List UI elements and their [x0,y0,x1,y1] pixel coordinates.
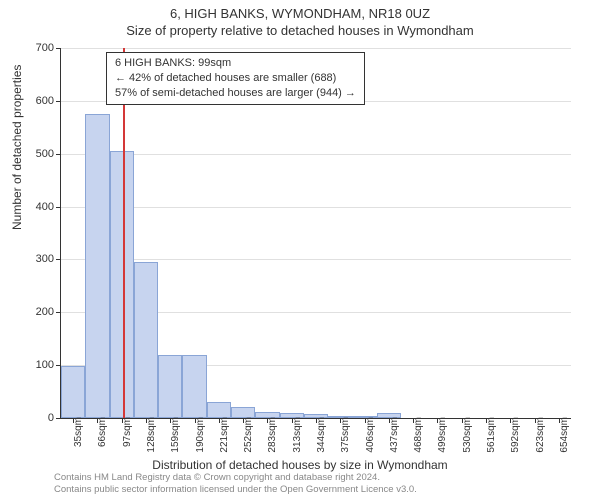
y-tick [56,48,61,49]
x-tick-label: 623sqm [535,417,546,457]
x-tick-label: 66sqm [97,417,108,457]
x-tick-label: 128sqm [146,417,157,457]
chart-supertitle: 6, HIGH BANKS, WYMONDHAM, NR18 0UZ [0,0,600,21]
info-box: 6 HIGH BANKS: 99sqm ← 42% of detached ho… [106,52,365,105]
y-tick-label: 700 [24,42,54,54]
y-tick [56,101,61,102]
x-tick-label: 530sqm [462,417,473,457]
x-tick-label: 344sqm [316,417,327,457]
y-tick [56,207,61,208]
y-tick-label: 100 [24,359,54,371]
histogram-bar [110,151,134,418]
histogram-bar [182,355,206,418]
y-tick [56,418,61,419]
x-tick-label: 406sqm [365,417,376,457]
y-tick-label: 200 [24,306,54,318]
y-tick-label: 400 [24,201,54,213]
x-tick-label: 283sqm [267,417,278,457]
y-axis-title: Number of detached properties [10,65,24,230]
x-tick-label: 313sqm [292,417,303,457]
x-tick-label: 437sqm [389,417,400,457]
x-tick-label: 375sqm [340,417,351,457]
grid-line [61,48,571,49]
x-tick-label: 97sqm [122,417,133,457]
info-line-3: 57% of semi-detached houses are larger (… [115,86,356,101]
grid-line [61,154,571,155]
chart-title: Size of property relative to detached ho… [0,21,600,38]
y-tick-label: 300 [24,253,54,265]
histogram-bar [207,402,231,418]
chart-container: 6, HIGH BANKS, WYMONDHAM, NR18 0UZ Size … [0,0,600,500]
histogram-bar [61,366,85,418]
y-tick [56,259,61,260]
x-tick-label: 35sqm [73,417,84,457]
x-tick-label: 592sqm [510,417,521,457]
grid-line [61,207,571,208]
x-tick-label: 499sqm [437,417,448,457]
x-tick-label: 654sqm [559,417,570,457]
y-tick [56,154,61,155]
histogram-bar [158,355,182,418]
histogram-bar [85,114,109,418]
footer-line-1: Contains HM Land Registry data © Crown c… [54,472,417,484]
info-line-1: 6 HIGH BANKS: 99sqm [115,56,356,71]
footer-attribution: Contains HM Land Registry data © Crown c… [54,472,417,496]
x-tick-label: 561sqm [486,417,497,457]
x-tick-label: 221sqm [219,417,230,457]
x-tick-label: 190sqm [195,417,206,457]
x-tick-label: 252sqm [243,417,254,457]
y-tick-label: 600 [24,95,54,107]
y-tick [56,312,61,313]
y-tick-label: 0 [24,412,54,424]
histogram-bar [134,262,158,418]
grid-line [61,259,571,260]
info-line-2: ← 42% of detached houses are smaller (68… [115,71,356,86]
footer-line-2: Contains public sector information licen… [54,484,417,496]
x-tick-label: 468sqm [413,417,424,457]
x-axis-title: Distribution of detached houses by size … [0,458,600,472]
chart-area: 35sqm66sqm97sqm128sqm159sqm190sqm221sqm2… [60,48,570,418]
y-tick-label: 500 [24,148,54,160]
x-tick-label: 159sqm [170,417,181,457]
